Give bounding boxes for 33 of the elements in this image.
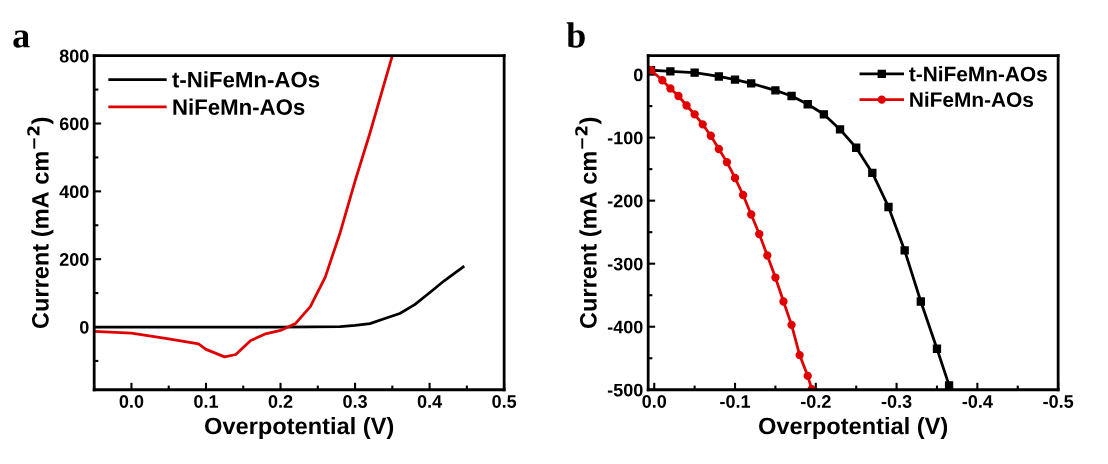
legend-label: t-NiFeMn-AOs <box>909 66 1047 82</box>
x-tick-label: -0.2 <box>800 395 831 408</box>
x-tick-label: 0.4 <box>417 395 443 408</box>
x-tick-label: 0.5 <box>492 395 517 408</box>
y-tick-label: -500 <box>607 383 643 397</box>
x-tick-label: 0.3 <box>343 395 367 408</box>
y-axis-title: Current (mA cm$^{−2}$) <box>27 117 54 329</box>
y-tick-label: 200 <box>59 253 89 266</box>
y-tick-label: -100 <box>607 131 643 145</box>
x-axis-title: Overpotential (V) <box>759 417 948 440</box>
y-axis-title: Current (mA cm$^{−2}$) <box>575 117 602 329</box>
y-tick-label: 800 <box>59 49 89 63</box>
chart-title: a <box>13 30 30 48</box>
x-axis-title: Overpotential (V) <box>205 417 394 440</box>
y-tick-label: -200 <box>607 194 643 208</box>
y-tick-label: 0 <box>79 320 89 334</box>
x-tick-label: -0.4 <box>962 395 993 408</box>
y-tick-label: 0 <box>633 68 643 82</box>
x-tick-label: -0.5 <box>1043 395 1074 408</box>
x-tick-label: -0.3 <box>881 395 912 408</box>
legend-label: NiFeMn-AOs <box>173 98 305 115</box>
y-tick-label: -400 <box>607 320 643 334</box>
x-tick-label: -0.1 <box>720 395 751 408</box>
x-tick-label: 0.1 <box>194 395 219 408</box>
y-tick-label: 600 <box>59 117 89 131</box>
legend-label: NiFeMn-AOs <box>910 91 1033 108</box>
x-tick-label: 0.0 <box>642 395 667 408</box>
x-tick-label: 0.0 <box>119 395 144 408</box>
y-tick-label: 400 <box>59 185 89 199</box>
chart-title: b <box>566 22 585 48</box>
y-tick-label: -300 <box>607 257 643 271</box>
x-tick-label: 0.2 <box>268 395 293 408</box>
legend-label: t-NiFeMn-AOs <box>172 71 320 88</box>
